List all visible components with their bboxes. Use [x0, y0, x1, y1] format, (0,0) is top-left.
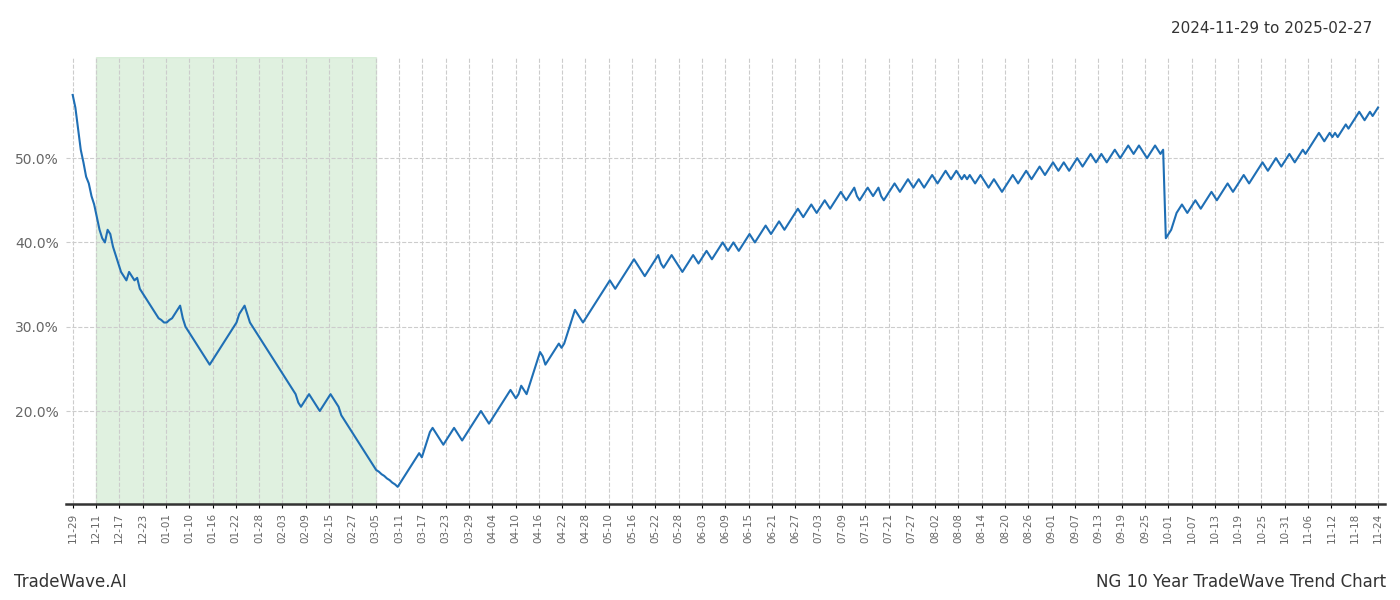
Bar	[97, 57, 375, 504]
Text: 2024-11-29 to 2025-02-27: 2024-11-29 to 2025-02-27	[1170, 21, 1372, 36]
Text: NG 10 Year TradeWave Trend Chart: NG 10 Year TradeWave Trend Chart	[1096, 573, 1386, 591]
Text: TradeWave.AI: TradeWave.AI	[14, 573, 127, 591]
